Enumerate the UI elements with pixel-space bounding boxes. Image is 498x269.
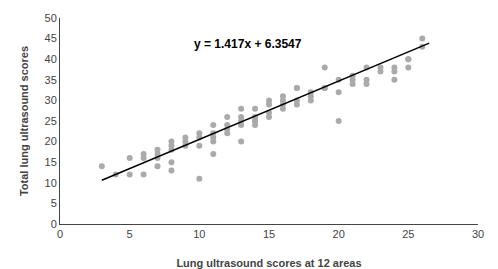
svg-text:Lung ultrasound scores at 12 a: Lung ultrasound scores at 12 areas bbox=[176, 257, 361, 269]
svg-text:20: 20 bbox=[333, 228, 345, 240]
svg-text:Total lung ultrasound scores: Total lung ultrasound scores bbox=[18, 46, 30, 196]
svg-text:10: 10 bbox=[45, 177, 57, 189]
svg-text:15: 15 bbox=[45, 156, 57, 168]
svg-text:35: 35 bbox=[45, 74, 57, 86]
svg-text:40: 40 bbox=[45, 53, 57, 65]
svg-text:5: 5 bbox=[127, 228, 133, 240]
svg-text:0: 0 bbox=[51, 218, 57, 230]
svg-text:10: 10 bbox=[193, 228, 205, 240]
svg-text:20: 20 bbox=[45, 135, 57, 147]
svg-text:5: 5 bbox=[51, 197, 57, 209]
svg-text:15: 15 bbox=[263, 228, 275, 240]
svg-text:50: 50 bbox=[45, 12, 57, 24]
svg-text:30: 30 bbox=[45, 94, 57, 106]
svg-text:y = 1.417x + 6.3547: y = 1.417x + 6.3547 bbox=[194, 37, 302, 51]
svg-text:45: 45 bbox=[45, 32, 57, 44]
svg-text:25: 25 bbox=[45, 115, 57, 127]
svg-text:0: 0 bbox=[57, 228, 63, 240]
svg-text:25: 25 bbox=[402, 228, 414, 240]
svg-text:30: 30 bbox=[472, 228, 484, 240]
